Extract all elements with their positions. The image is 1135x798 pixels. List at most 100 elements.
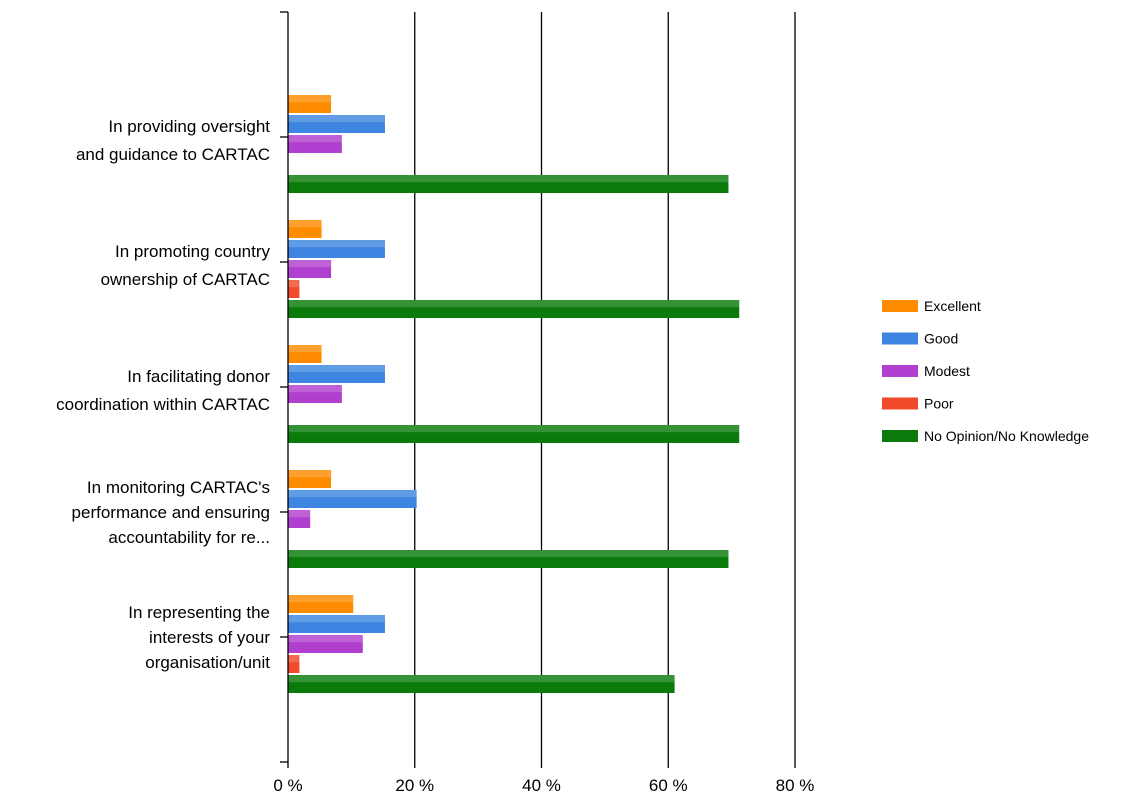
bar-fill (288, 550, 729, 568)
bar (288, 260, 332, 278)
bar-highlight (288, 280, 300, 288)
bar (288, 385, 342, 403)
bar-highlight (288, 365, 385, 373)
x-tick-label: 80 % (776, 776, 815, 795)
bars (288, 95, 740, 693)
bar-highlight (288, 655, 300, 663)
bar-highlight (288, 345, 322, 353)
legend-item: Good (882, 331, 958, 347)
bar-fill (288, 595, 354, 613)
legend-label: Good (924, 331, 958, 347)
bar (288, 220, 322, 238)
category-label-line: and guidance to CARTAC (76, 145, 270, 164)
legend-label: Excellent (924, 298, 981, 314)
bar-fill (288, 510, 311, 528)
bar (288, 655, 300, 673)
category-label: In facilitating donor coordination within… (56, 367, 270, 414)
category-label-line: In facilitating donor (127, 367, 270, 386)
bar (288, 490, 417, 508)
bar-highlight (288, 510, 311, 518)
bar-highlight (288, 220, 322, 228)
category-label-line: In monitoring CARTAC's (87, 478, 270, 497)
category-label: In representing the interests of your orga… (128, 603, 270, 672)
bar-highlight (288, 425, 740, 433)
bar-highlight (288, 135, 342, 143)
bar-highlight (288, 175, 729, 183)
x-tick-label: 60 % (649, 776, 688, 795)
bar (288, 470, 332, 488)
category-label-line: In promoting country (115, 242, 270, 261)
category-label-line: organisation/unit (145, 653, 270, 672)
legend-label: Poor (924, 396, 954, 412)
category-label-line: accountability for re... (108, 528, 270, 547)
axes (280, 11, 289, 768)
bar-highlight (288, 595, 354, 603)
category-label: In monitoring CARTAC's performance and en… (72, 478, 270, 547)
bar-fill (288, 635, 363, 653)
bar (288, 550, 729, 568)
x-tick-labels: 0 % 20 % 40 % 60 % 80 % (273, 776, 814, 795)
bar-highlight (288, 635, 363, 643)
bar (288, 135, 342, 153)
bar (288, 635, 363, 653)
bar-fill (288, 655, 300, 673)
bar-fill (288, 490, 417, 508)
legend-item: No Opinion/No Knowledge (882, 428, 1089, 444)
bar (288, 365, 385, 383)
category-label: In promoting country ownership of CARTAC (101, 242, 271, 289)
legend-swatch (882, 300, 918, 312)
bar-fill (288, 220, 322, 238)
bar-fill (288, 675, 675, 693)
bar-fill (288, 115, 385, 133)
bar-fill (288, 175, 729, 193)
bar (288, 300, 740, 318)
category-label: In providing oversight and guidance to CA… (76, 117, 270, 164)
bar-fill (288, 260, 332, 278)
category-label-line: In representing the (128, 603, 270, 622)
legend: Excellent Good Modest Poor No Opinion/No Kno… (882, 298, 1089, 444)
bar-highlight (288, 675, 675, 683)
legend-item: Poor (882, 396, 954, 412)
bar-highlight (288, 550, 729, 558)
bar (288, 175, 729, 193)
bar-highlight (288, 115, 385, 123)
bar-fill (288, 135, 342, 153)
bar-fill (288, 365, 385, 383)
bar-fill (288, 95, 332, 113)
legend-swatch (882, 430, 918, 442)
legend-item: Excellent (882, 298, 981, 314)
legend-label: Modest (924, 363, 970, 379)
category-label-line: ownership of CARTAC (101, 270, 270, 289)
category-label-line: performance and ensuring (72, 503, 270, 522)
bar-highlight (288, 95, 332, 103)
bar-fill (288, 240, 385, 258)
category-label-line: interests of your (149, 628, 270, 647)
bar (288, 425, 740, 443)
bar (288, 280, 300, 298)
bar-highlight (288, 385, 342, 393)
bar-highlight (288, 615, 385, 623)
bar (288, 95, 332, 113)
bar (288, 345, 322, 363)
bar-highlight (288, 490, 417, 498)
bar (288, 510, 311, 528)
x-tick-label: 0 % (273, 776, 302, 795)
bar (288, 240, 385, 258)
bar-highlight (288, 300, 740, 308)
bar (288, 595, 354, 613)
bar-fill (288, 280, 300, 298)
category-label-line: coordination within CARTAC (56, 395, 270, 414)
bar-fill (288, 385, 342, 403)
legend-swatch (882, 365, 918, 377)
legend-swatch (882, 397, 918, 410)
legend-swatch (882, 332, 918, 345)
category-labels: In providing oversight and guidance to CA… (56, 117, 270, 672)
legend-item: Modest (882, 363, 970, 379)
bar-highlight (288, 260, 332, 268)
category-label-line: In providing oversight (108, 117, 270, 136)
gridlines (414, 12, 796, 768)
bar (288, 675, 675, 693)
bar-fill (288, 425, 740, 443)
bar (288, 615, 385, 633)
